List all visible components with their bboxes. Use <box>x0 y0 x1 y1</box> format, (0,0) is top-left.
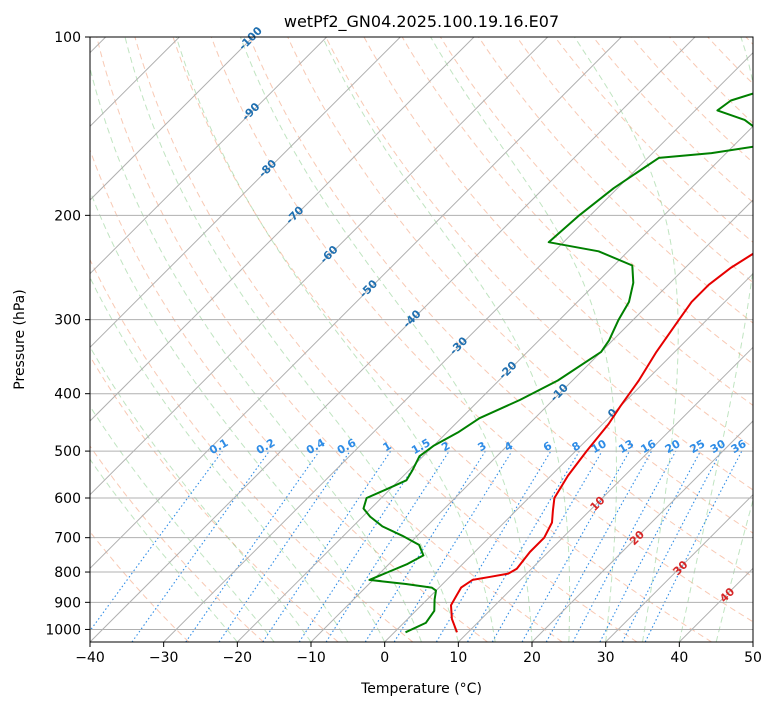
moist-adiabat-line <box>90 189 386 642</box>
dry-adiabat-line <box>516 37 753 284</box>
x-tick-label: −20 <box>223 650 253 666</box>
moist-adiabat-line <box>574 37 679 642</box>
moist-adiabat-line <box>430 37 617 642</box>
mixing-ratio-line <box>621 450 722 642</box>
isotherm-line <box>605 493 753 642</box>
moist-adiabat-line <box>175 37 496 642</box>
dry-adiabat-line <box>90 258 414 642</box>
chart-title: wetPf2_GN04.2025.100.19.16.E07 <box>284 12 559 32</box>
dry-adiabat-line <box>90 355 339 642</box>
dry-adiabat-line <box>90 445 264 642</box>
dry-adiabat-line <box>325 37 753 491</box>
y-tick-label: 700 <box>54 531 81 547</box>
mixing-ratio-line <box>572 450 677 642</box>
moist-adiabat-line <box>715 498 753 642</box>
dry-adiabat-line <box>134 37 638 642</box>
y-tick-label: 800 <box>54 565 81 581</box>
isotherm-line <box>236 125 753 642</box>
dry-adiabat-line <box>172 37 712 642</box>
plot-background <box>90 37 753 642</box>
y-tick-label: 400 <box>54 387 81 403</box>
isotherm-line <box>752 641 753 642</box>
x-tick-label: 10 <box>449 650 467 666</box>
isotherm-line <box>90 37 401 349</box>
y-tick-label: 500 <box>54 444 81 460</box>
dry-adiabat-line <box>96 37 563 642</box>
mixing-ratio-line <box>435 450 552 642</box>
y-tick-label: 600 <box>54 491 81 507</box>
y-tick-label: 200 <box>54 208 81 224</box>
moist-adiabat-line <box>90 458 238 642</box>
dry-adiabat-line <box>249 37 753 578</box>
moist-adiabat-line <box>90 405 275 642</box>
moist-adiabat-line <box>90 276 349 642</box>
dewpoint-profile-line <box>362 92 753 634</box>
x-tick-label: −30 <box>149 650 179 666</box>
isotherm-line <box>90 37 622 570</box>
y-axis-label: Pressure (hPa) <box>12 289 28 389</box>
dry-adiabat-line <box>287 37 753 534</box>
mixing-ratio-line <box>90 450 223 632</box>
y-tick-label: 100 <box>54 30 81 46</box>
isotherm-line <box>531 420 753 642</box>
mixing-ratio-line <box>393 450 513 642</box>
mixing-ratio-line <box>491 450 603 642</box>
plot-frame <box>89 36 754 643</box>
moist-adiabat-line <box>322 37 571 642</box>
x-tick-label: 40 <box>670 650 688 666</box>
x-tick-label: −10 <box>296 650 326 666</box>
moist-adiabat-line <box>239 37 533 642</box>
y-tick-label: 1000 <box>45 622 81 638</box>
isotherm-line <box>90 37 328 275</box>
x-tick-label: 0 <box>380 650 389 666</box>
moist-adiabat-line <box>124 37 459 642</box>
isotherm-line <box>163 51 753 642</box>
isotherm-line <box>90 37 254 201</box>
mixing-ratio-line <box>364 450 486 642</box>
moist-adiabat-line <box>678 37 753 642</box>
y-tick-label: 300 <box>54 313 81 329</box>
x-axis-label: Temperature (°C) <box>360 681 482 697</box>
x-tick-label: 30 <box>597 650 615 666</box>
isotherm-line <box>384 272 753 642</box>
mixing-ratio-line <box>185 450 320 642</box>
x-tick-label: −40 <box>75 650 105 666</box>
y-tick-label: 900 <box>54 595 81 611</box>
isotherm-line <box>90 37 696 642</box>
mixing-ratio-line <box>262 450 392 642</box>
x-tick-label: 20 <box>523 650 541 666</box>
mixing-ratio-line <box>599 450 701 642</box>
moist-adiabat-line <box>90 65 422 642</box>
temperature-profile-line <box>450 252 753 633</box>
isotherm-line <box>90 37 475 422</box>
mixing-ratio-line <box>325 450 450 642</box>
mixing-ratio-line <box>467 450 580 642</box>
isotherm-line <box>90 37 549 496</box>
x-tick-label: 50 <box>744 650 762 666</box>
isotherm-line <box>457 346 753 642</box>
